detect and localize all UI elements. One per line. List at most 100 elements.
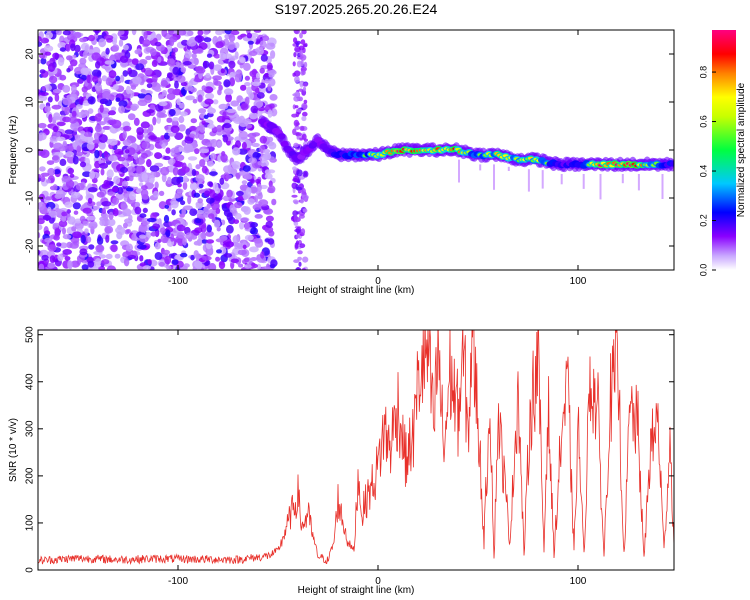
noise-speckle — [218, 261, 226, 270]
noise-speckle — [177, 30, 187, 36]
noise-speckle — [245, 187, 252, 196]
noise-speckle — [53, 234, 60, 241]
noise-speckle — [42, 214, 52, 221]
noise-speckle — [134, 201, 141, 208]
noise-speckle — [135, 157, 145, 165]
noise-speckle — [98, 121, 106, 126]
noise-speckle — [238, 148, 248, 155]
noise-speckle — [127, 113, 136, 121]
noise-speckle — [112, 44, 120, 52]
noise-speckle — [183, 61, 192, 66]
noise-speckle — [125, 85, 131, 95]
noise-speckle — [194, 148, 200, 155]
noise-speckle — [160, 227, 166, 235]
noise-speckle — [95, 61, 101, 69]
trace-streak — [599, 174, 602, 200]
noise-speckle — [78, 96, 84, 105]
noise-speckle — [110, 244, 118, 253]
noise-speckle — [206, 41, 211, 50]
noise-speckle — [47, 63, 56, 72]
noise-speckle — [248, 50, 258, 57]
snr-y-axis-label: SNR (10 * v/v) — [8, 418, 19, 482]
noise-speckle — [244, 264, 252, 269]
noise-speckle — [197, 198, 203, 204]
noise-speckle — [257, 192, 263, 200]
noise-speckle — [64, 106, 70, 116]
noise-speckle — [213, 219, 221, 228]
noise-speckle — [139, 255, 144, 262]
noise-speckle — [98, 134, 108, 143]
noise-speckle — [183, 143, 194, 153]
noise-speckle — [56, 208, 63, 218]
noise-speckle — [134, 49, 142, 55]
noise-speckle — [38, 218, 45, 225]
noise-speckle — [38, 132, 47, 141]
x-tick-label: 100 — [570, 576, 587, 587]
noise-speckle — [152, 223, 161, 230]
noise-speckle — [115, 75, 121, 82]
noise-speckle — [95, 244, 105, 253]
noise-speckle — [185, 232, 195, 240]
noise-speckle — [86, 142, 95, 150]
noise-speckle — [172, 47, 179, 53]
noise-speckle — [299, 32, 303, 39]
noise-speckle — [193, 192, 201, 198]
noise-speckle — [237, 118, 243, 122]
noise-speckle — [300, 228, 306, 236]
noise-speckle — [79, 161, 87, 168]
noise-speckle — [294, 105, 299, 109]
noise-speckle — [226, 189, 233, 198]
noise-speckle — [76, 145, 81, 153]
noise-speckle — [96, 191, 105, 198]
noise-speckle — [223, 165, 232, 173]
noise-speckle — [74, 221, 84, 230]
noise-speckle — [39, 166, 46, 172]
noise-speckle — [171, 259, 179, 265]
noise-speckle — [101, 208, 107, 215]
noise-speckle — [226, 224, 234, 234]
noise-speckle — [247, 132, 257, 139]
noise-speckle — [176, 224, 186, 232]
noise-speckle — [196, 239, 203, 246]
noise-speckle — [83, 131, 93, 137]
noise-speckle — [216, 249, 222, 254]
noise-speckle — [99, 162, 109, 169]
noise-speckle — [158, 261, 165, 267]
noise-speckle — [101, 201, 112, 207]
trace-streak — [541, 170, 544, 189]
noise-speckle — [199, 159, 206, 167]
noise-speckle — [49, 136, 59, 141]
noise-speckle — [206, 239, 215, 244]
noise-speckle — [229, 77, 235, 87]
noise-speckle — [257, 161, 262, 166]
noise-speckle — [77, 78, 84, 84]
trace-streak — [621, 174, 624, 184]
noise-speckle — [215, 30, 224, 36]
noise-speckle — [117, 156, 126, 162]
noise-speckle — [226, 108, 237, 113]
noise-speckle — [112, 84, 119, 91]
noise-speckle — [145, 55, 152, 61]
noise-speckle — [44, 237, 53, 243]
noise-speckle — [203, 60, 208, 70]
noise-speckle — [217, 88, 222, 96]
noise-speckle — [105, 47, 110, 55]
noise-speckle — [61, 215, 67, 222]
noise-speckle — [254, 214, 263, 219]
noise-speckle — [52, 222, 60, 228]
noise-speckle — [256, 183, 262, 192]
noise-speckle — [157, 238, 162, 243]
noise-speckle — [242, 118, 252, 124]
noise-speckle — [123, 125, 132, 132]
noise-speckle — [121, 180, 129, 187]
spectrogram-y-ticks: -20 -10 0 10 20 — [25, 48, 674, 253]
noise-speckle — [302, 86, 307, 92]
noise-speckle — [163, 155, 171, 161]
noise-speckle — [195, 174, 205, 183]
noise-speckle — [69, 59, 78, 67]
noise-speckle — [189, 133, 195, 138]
noise-speckle — [295, 186, 303, 191]
noise-speckle — [44, 105, 51, 113]
noise-speckle — [140, 189, 149, 198]
noise-speckle — [56, 136, 66, 142]
